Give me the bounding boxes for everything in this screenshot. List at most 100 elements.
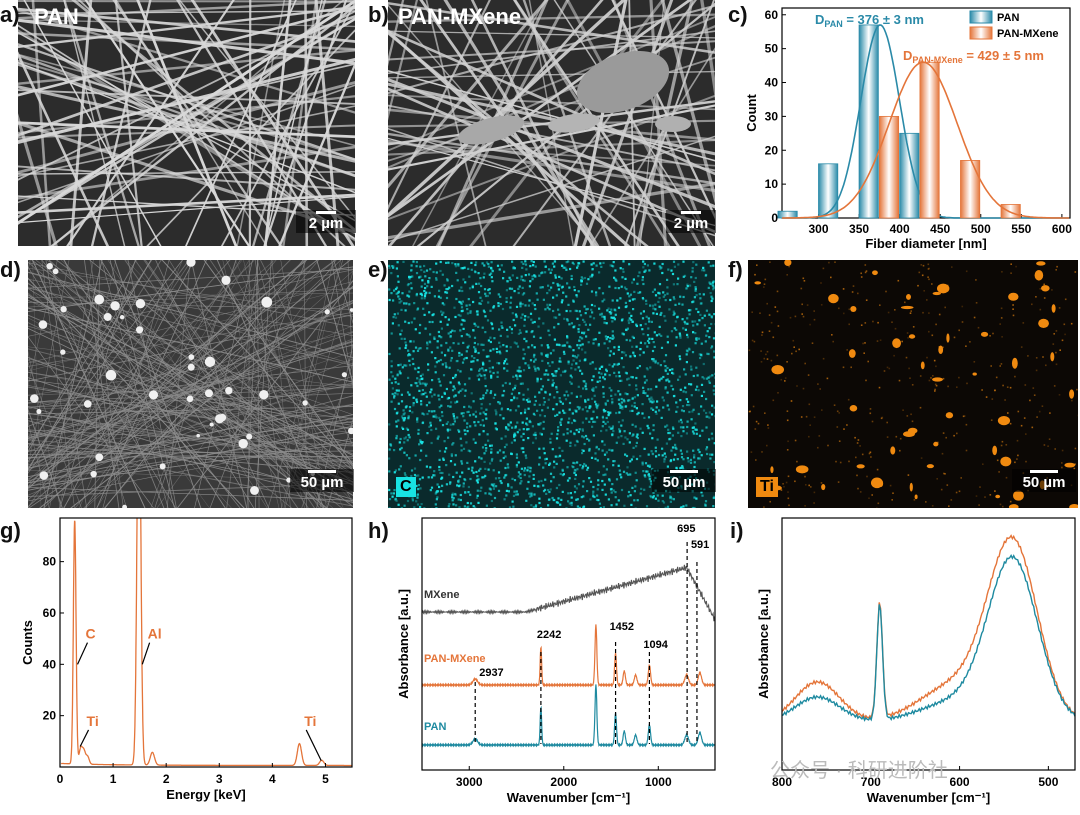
titanium-signal xyxy=(878,503,880,505)
carbon-signal xyxy=(640,493,642,495)
carbon-signal xyxy=(685,391,687,393)
titanium-signal xyxy=(1017,455,1019,457)
carbon-signal xyxy=(409,364,411,366)
carbon-signal xyxy=(618,411,620,413)
carbon-signal xyxy=(397,313,399,315)
carbon-signal xyxy=(604,342,606,344)
carbon-signal xyxy=(511,427,513,429)
carbon-signal xyxy=(579,370,581,372)
titanium-signal xyxy=(935,366,937,368)
carbon-signal xyxy=(564,412,566,414)
carbon-signal xyxy=(537,378,539,380)
carbon-signal xyxy=(463,419,465,421)
titanium-signal xyxy=(787,491,789,493)
carbon-signal xyxy=(686,398,688,400)
legend-swatch xyxy=(970,27,992,39)
carbon-signal xyxy=(686,404,688,406)
carbon-signal xyxy=(547,504,549,506)
carbon-signal xyxy=(526,418,528,420)
carbon-signal xyxy=(471,369,473,371)
carbon-signal xyxy=(656,400,658,402)
carbon-signal xyxy=(589,276,591,278)
carbon-signal xyxy=(447,262,449,264)
carbon-signal xyxy=(699,435,701,437)
carbon-signal xyxy=(547,344,549,346)
carbon-signal xyxy=(466,305,468,307)
carbon-signal xyxy=(483,276,485,278)
carbon-signal xyxy=(518,471,520,473)
carbon-signal xyxy=(423,265,425,267)
carbon-signal xyxy=(617,364,619,366)
titanium-signal xyxy=(1044,297,1046,299)
carbon-signal xyxy=(497,451,499,453)
carbon-signal xyxy=(624,278,626,280)
carbon-signal xyxy=(401,447,403,449)
carbon-signal xyxy=(576,487,578,489)
carbon-signal xyxy=(642,387,644,389)
carbon-signal xyxy=(388,267,390,269)
carbon-signal xyxy=(579,464,581,466)
element-peak-label: Ti xyxy=(304,713,316,729)
carbon-signal xyxy=(524,319,526,321)
carbon-signal xyxy=(550,473,552,475)
carbon-signal xyxy=(550,488,552,490)
carbon-signal xyxy=(457,343,459,345)
carbon-signal xyxy=(686,353,688,355)
carbon-signal xyxy=(539,404,541,406)
carbon-signal xyxy=(660,267,662,269)
titanium-signal xyxy=(1024,417,1026,419)
titanium-signal xyxy=(857,442,859,444)
carbon-signal xyxy=(547,374,549,376)
carbon-signal xyxy=(598,471,600,473)
carbon-signal xyxy=(653,341,655,343)
carbon-signal xyxy=(683,296,685,298)
carbon-signal xyxy=(397,393,399,395)
carbon-signal xyxy=(572,300,574,302)
titanium-signal xyxy=(877,322,879,324)
carbon-signal xyxy=(591,263,593,265)
carbon-signal xyxy=(570,375,572,377)
titanium-particle xyxy=(937,284,949,294)
titanium-signal xyxy=(769,501,771,503)
titanium-signal xyxy=(831,334,833,336)
x-tick-label: 3000 xyxy=(456,775,483,789)
carbon-signal xyxy=(714,377,715,379)
titanium-signal xyxy=(765,354,767,356)
titanium-particle xyxy=(932,377,943,381)
carbon-signal xyxy=(711,413,713,415)
carbon-signal xyxy=(612,299,614,301)
carbon-signal xyxy=(642,276,644,278)
y-tick-label: 80 xyxy=(43,555,57,569)
carbon-signal xyxy=(483,430,485,432)
carbon-signal xyxy=(396,412,398,414)
carbon-signal xyxy=(687,421,689,423)
titanium-particle xyxy=(872,270,878,275)
carbon-signal xyxy=(544,271,546,273)
carbon-signal xyxy=(522,451,524,453)
carbon-signal xyxy=(476,475,478,477)
carbon-signal xyxy=(584,399,586,401)
x-axis-label: Wavenumber [cm⁻¹] xyxy=(867,790,990,805)
carbon-signal xyxy=(595,406,597,408)
carbon-signal xyxy=(504,446,506,448)
carbon-signal xyxy=(550,287,552,289)
carbon-signal xyxy=(392,299,394,301)
carbon-signal xyxy=(708,417,710,419)
carbon-signal xyxy=(463,448,465,450)
carbon-signal xyxy=(570,430,572,432)
titanium-signal xyxy=(837,411,839,413)
carbon-signal xyxy=(490,341,492,343)
titanium-signal xyxy=(766,303,768,305)
particle xyxy=(250,486,259,495)
carbon-signal xyxy=(472,301,474,303)
carbon-signal xyxy=(506,329,508,331)
titanium-signal xyxy=(923,290,925,292)
carbon-signal xyxy=(631,487,633,489)
carbon-signal xyxy=(565,398,567,400)
carbon-signal xyxy=(711,345,713,347)
carbon-signal xyxy=(464,267,466,269)
titanium-signal xyxy=(791,353,793,355)
carbon-signal xyxy=(507,423,509,425)
carbon-signal xyxy=(567,432,569,434)
titanium-signal xyxy=(974,361,976,363)
